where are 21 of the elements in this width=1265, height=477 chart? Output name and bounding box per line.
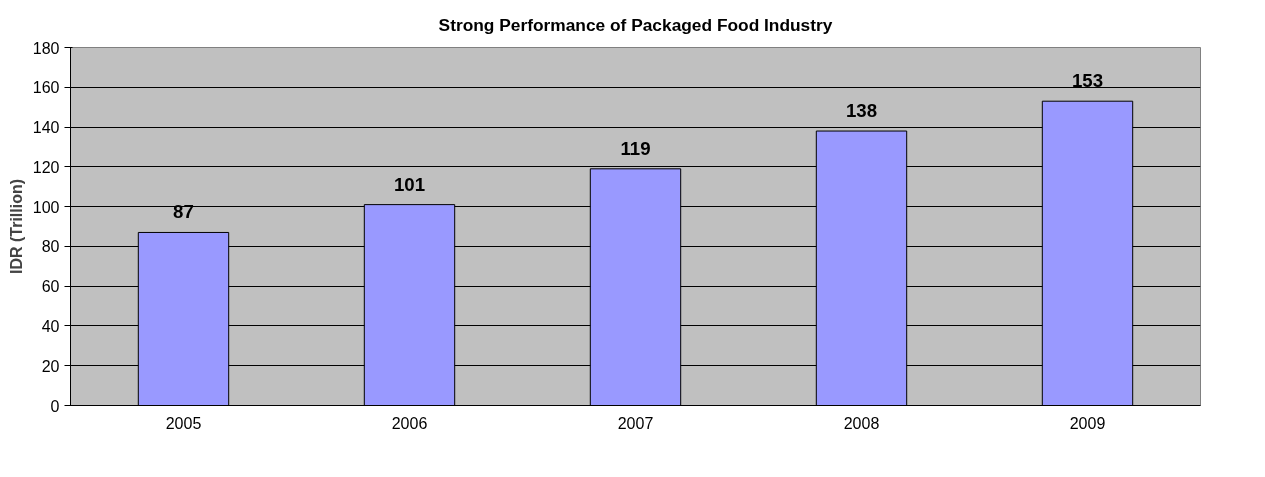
y-tick-label: 180 [32,39,60,57]
y-tick-label: 100 [32,198,60,216]
y-axis-title: IDR (Trillion) [7,178,25,275]
y-tick-label: 0 [50,397,60,415]
y-tick-label: 160 [32,79,60,97]
data-label: 119 [620,137,651,159]
y-tick-label: 140 [32,119,60,137]
chart-title: Strong Performance of Packaged Food Industry [438,15,833,35]
x-tick-label: 2006 [391,414,428,432]
y-tick-label: 60 [41,278,60,296]
data-label: 101 [393,173,426,195]
y-tick-label: 20 [41,357,60,375]
x-tick-label: 2009 [1069,414,1106,432]
x-tick-label: 2005 [165,414,202,432]
x-tick-label: 2008 [843,414,880,432]
y-tick-label: 40 [41,317,60,335]
y-tick-label: 120 [32,158,60,176]
data-label: 138 [845,100,878,122]
x-tick-label: 2007 [617,414,654,432]
data-label: 153 [1071,70,1104,92]
y-tick-label: 80 [41,238,60,256]
